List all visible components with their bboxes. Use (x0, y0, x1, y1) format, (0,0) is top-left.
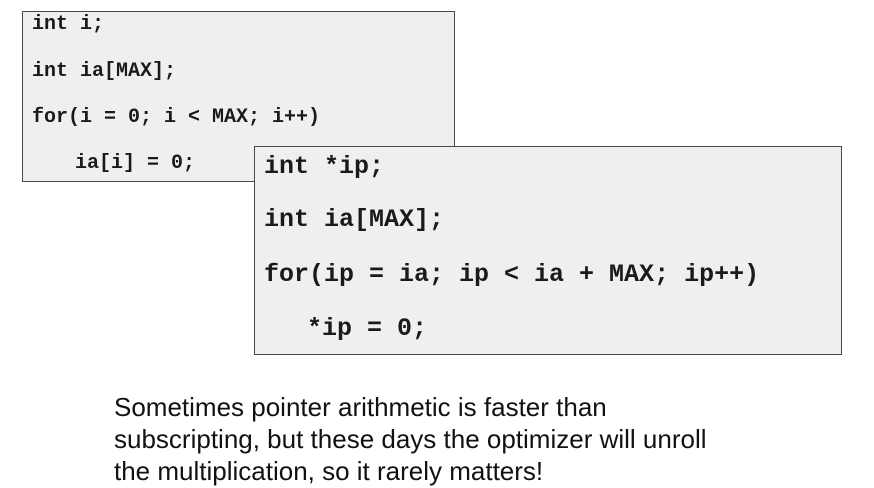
caption-line: subscripting, but these days the optimiz… (114, 424, 707, 454)
caption-text: Sometimes pointer arithmetic is faster t… (114, 391, 834, 487)
code-line-indented: ia[i] = 0; (75, 152, 196, 175)
code-line: for(ip = ia; ip < ia + MAX; ip++) (264, 260, 760, 289)
code-snippet-pointer: int *ip; int ia[MAX]; for(ip = ia; ip < … (254, 146, 842, 355)
code-line: int i; (32, 13, 105, 36)
code-line: int *ip; (264, 152, 385, 181)
code-line-indented: *ip = 0; (307, 314, 428, 343)
caption-line: Sometimes pointer arithmetic is faster t… (114, 392, 607, 422)
caption-line: the multiplication, so it rarely matters… (114, 456, 544, 486)
code-line: int ia[MAX]; (264, 205, 445, 234)
code-line: for(i = 0; i < MAX; i++) (32, 106, 321, 129)
code-snippet-subscript: int i; int ia[MAX]; for(i = 0; i < MAX; … (22, 11, 455, 182)
code-line: int ia[MAX]; (32, 60, 177, 83)
